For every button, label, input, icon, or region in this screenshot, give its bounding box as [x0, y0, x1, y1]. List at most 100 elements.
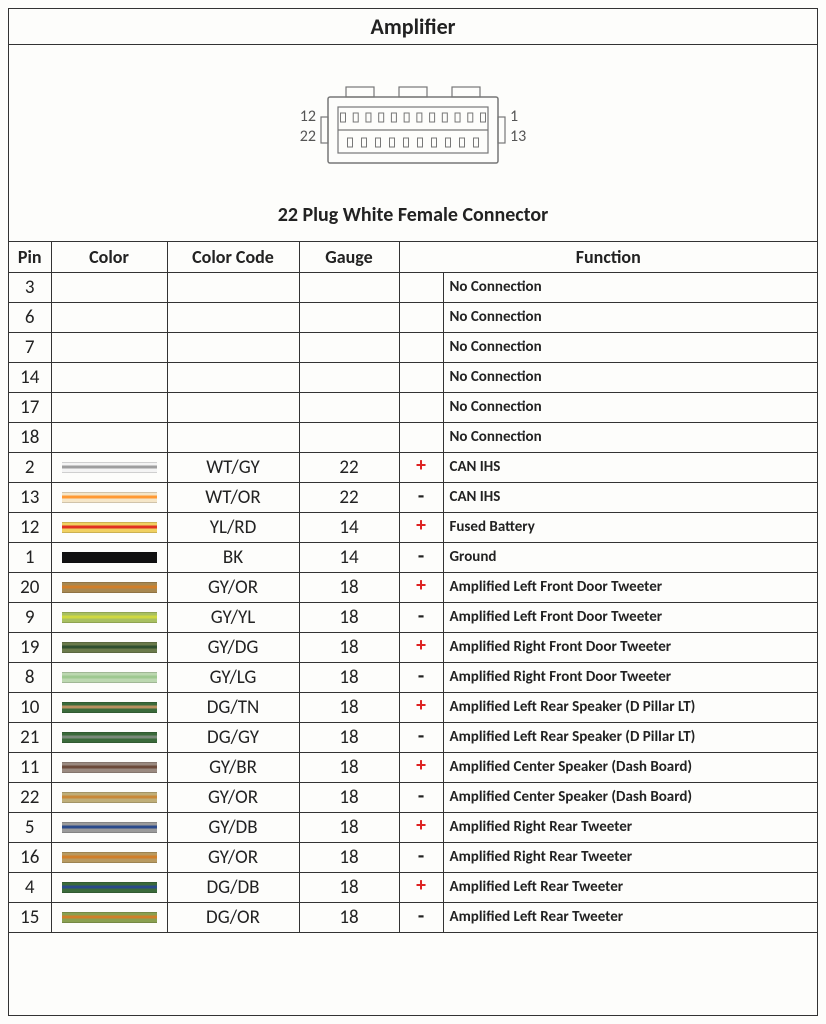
cell-pin: 16: [9, 842, 51, 872]
connector-diagram: 1222113: [273, 75, 553, 185]
cell-gauge: 14: [299, 512, 399, 542]
cell-pin: 1: [9, 542, 51, 572]
cell-pin: 6: [9, 302, 51, 332]
table-row: 2 WT/GY22+CAN IHS: [9, 452, 817, 482]
cell-polarity: +: [399, 632, 443, 662]
cell-color-code: GY/OR: [167, 572, 299, 602]
wire-swatch-icon: [62, 492, 157, 503]
cell-color-swatch: [51, 572, 167, 602]
cell-color-code: GY/DB: [167, 812, 299, 842]
cell-pin: 5: [9, 812, 51, 842]
cell-polarity: -: [399, 902, 443, 932]
table-row: 6 No Connection: [9, 302, 817, 332]
cell-pin: 4: [9, 872, 51, 902]
table-row: 13WT/OR22-CAN IHS: [9, 482, 817, 512]
table-row: 4DG/DB18+Amplified Left Rear Tweeter: [9, 872, 817, 902]
cell-function: Amplified Left Rear Speaker (D Pillar LT…: [443, 722, 817, 752]
cell-function: No Connection: [443, 302, 817, 332]
cell-function: Amplified Left Rear Tweeter: [443, 902, 817, 932]
cell-color-swatch: [51, 362, 167, 392]
cell-function: Amplified Left Front Door Tweeter: [443, 572, 817, 602]
cell-pin: 7: [9, 332, 51, 362]
cell-polarity: -: [399, 602, 443, 632]
cell-pin: 20: [9, 572, 51, 602]
col-header-gauge: Gauge: [299, 242, 399, 272]
wire-swatch-icon: [62, 552, 157, 563]
cell-function: No Connection: [443, 362, 817, 392]
cell-polarity: +: [399, 812, 443, 842]
connector-diagram-area: 1222113 22 Plug White Female Connector: [9, 45, 817, 242]
table-row: 9GY/YL18-Amplified Left Front Door Tweet…: [9, 602, 817, 632]
cell-gauge: [299, 392, 399, 422]
cell-polarity: [399, 422, 443, 452]
col-header-pin: Pin: [9, 242, 51, 272]
subtitle: 22 Plug White Female Connector: [9, 203, 817, 227]
table-row: 18No Connection: [9, 422, 817, 452]
cell-gauge: 22: [299, 482, 399, 512]
cell-color-code: [167, 392, 299, 422]
cell-gauge: [299, 302, 399, 332]
cell-gauge: 14: [299, 542, 399, 572]
table-row: 3No Connection: [9, 272, 817, 302]
cell-color-code: WT/GY: [167, 452, 299, 482]
col-header-color: Color: [51, 242, 167, 272]
cell-function: Ground: [443, 542, 817, 572]
cell-pin: 11: [9, 752, 51, 782]
cell-polarity: +: [399, 512, 443, 542]
cell-gauge: 18: [299, 692, 399, 722]
cell-polarity: +: [399, 872, 443, 902]
cell-pin: 21: [9, 722, 51, 752]
cell-function: Amplified Center Speaker (Dash Board): [443, 752, 817, 782]
cell-polarity: [399, 362, 443, 392]
cell-gauge: 18: [299, 632, 399, 662]
cell-gauge: 18: [299, 752, 399, 782]
cell-color-swatch: [51, 902, 167, 932]
cell-color-swatch: [51, 392, 167, 422]
cell-color-swatch: [51, 632, 167, 662]
table-row: 20GY/OR18+Amplified Left Front Door Twee…: [9, 572, 817, 602]
table-row: 21DG/GY18-Amplified Left Rear Speaker (D…: [9, 722, 817, 752]
cell-function: Fused Battery: [443, 512, 817, 542]
cell-gauge: 18: [299, 602, 399, 632]
cell-color-swatch: [51, 272, 167, 302]
cell-color-code: [167, 362, 299, 392]
cell-pin: 19: [9, 632, 51, 662]
cell-gauge: [299, 272, 399, 302]
table-row: 15DG/OR18-Amplified Left Rear Tweeter: [9, 902, 817, 932]
cell-polarity: +: [399, 572, 443, 602]
cell-polarity: +: [399, 752, 443, 782]
table-row: 17No Connection: [9, 392, 817, 422]
cell-gauge: 22: [299, 452, 399, 482]
cell-color-code: GY/OR: [167, 782, 299, 812]
wire-swatch-icon: [62, 792, 157, 803]
wire-swatch-icon: [62, 912, 157, 923]
table-row: 7No Connection: [9, 332, 817, 362]
cell-function: Amplified Right Front Door Tweeter: [443, 632, 817, 662]
cell-pin: 12: [9, 512, 51, 542]
cell-color-swatch: [51, 452, 167, 482]
cell-polarity: -: [399, 782, 443, 812]
cell-function: Amplified Left Front Door Tweeter: [443, 602, 817, 632]
cell-polarity: -: [399, 842, 443, 872]
cell-color-code: YL/RD: [167, 512, 299, 542]
cell-color-code: GY/LG: [167, 662, 299, 692]
cell-color-code: BK: [167, 542, 299, 572]
wire-swatch-icon: [62, 522, 157, 533]
cell-color-code: [167, 422, 299, 452]
cell-pin: 14: [9, 362, 51, 392]
cell-color-code: GY/DG: [167, 632, 299, 662]
cell-function: Amplified Center Speaker (Dash Board): [443, 782, 817, 812]
cell-polarity: [399, 392, 443, 422]
cell-function: CAN IHS: [443, 482, 817, 512]
cell-color-swatch: [51, 662, 167, 692]
wire-swatch-icon: [62, 852, 157, 863]
cell-color-code: [167, 302, 299, 332]
cell-color-swatch: [51, 872, 167, 902]
cell-pin: 2: [9, 452, 51, 482]
cell-function: CAN IHS: [443, 452, 817, 482]
cell-color-swatch: [51, 482, 167, 512]
table-row: 19 GY/DG18+Amplified Right Front Door Twe…: [9, 632, 817, 662]
cell-pin: 22: [9, 782, 51, 812]
svg-text:1: 1: [510, 107, 518, 126]
cell-polarity: +: [399, 452, 443, 482]
